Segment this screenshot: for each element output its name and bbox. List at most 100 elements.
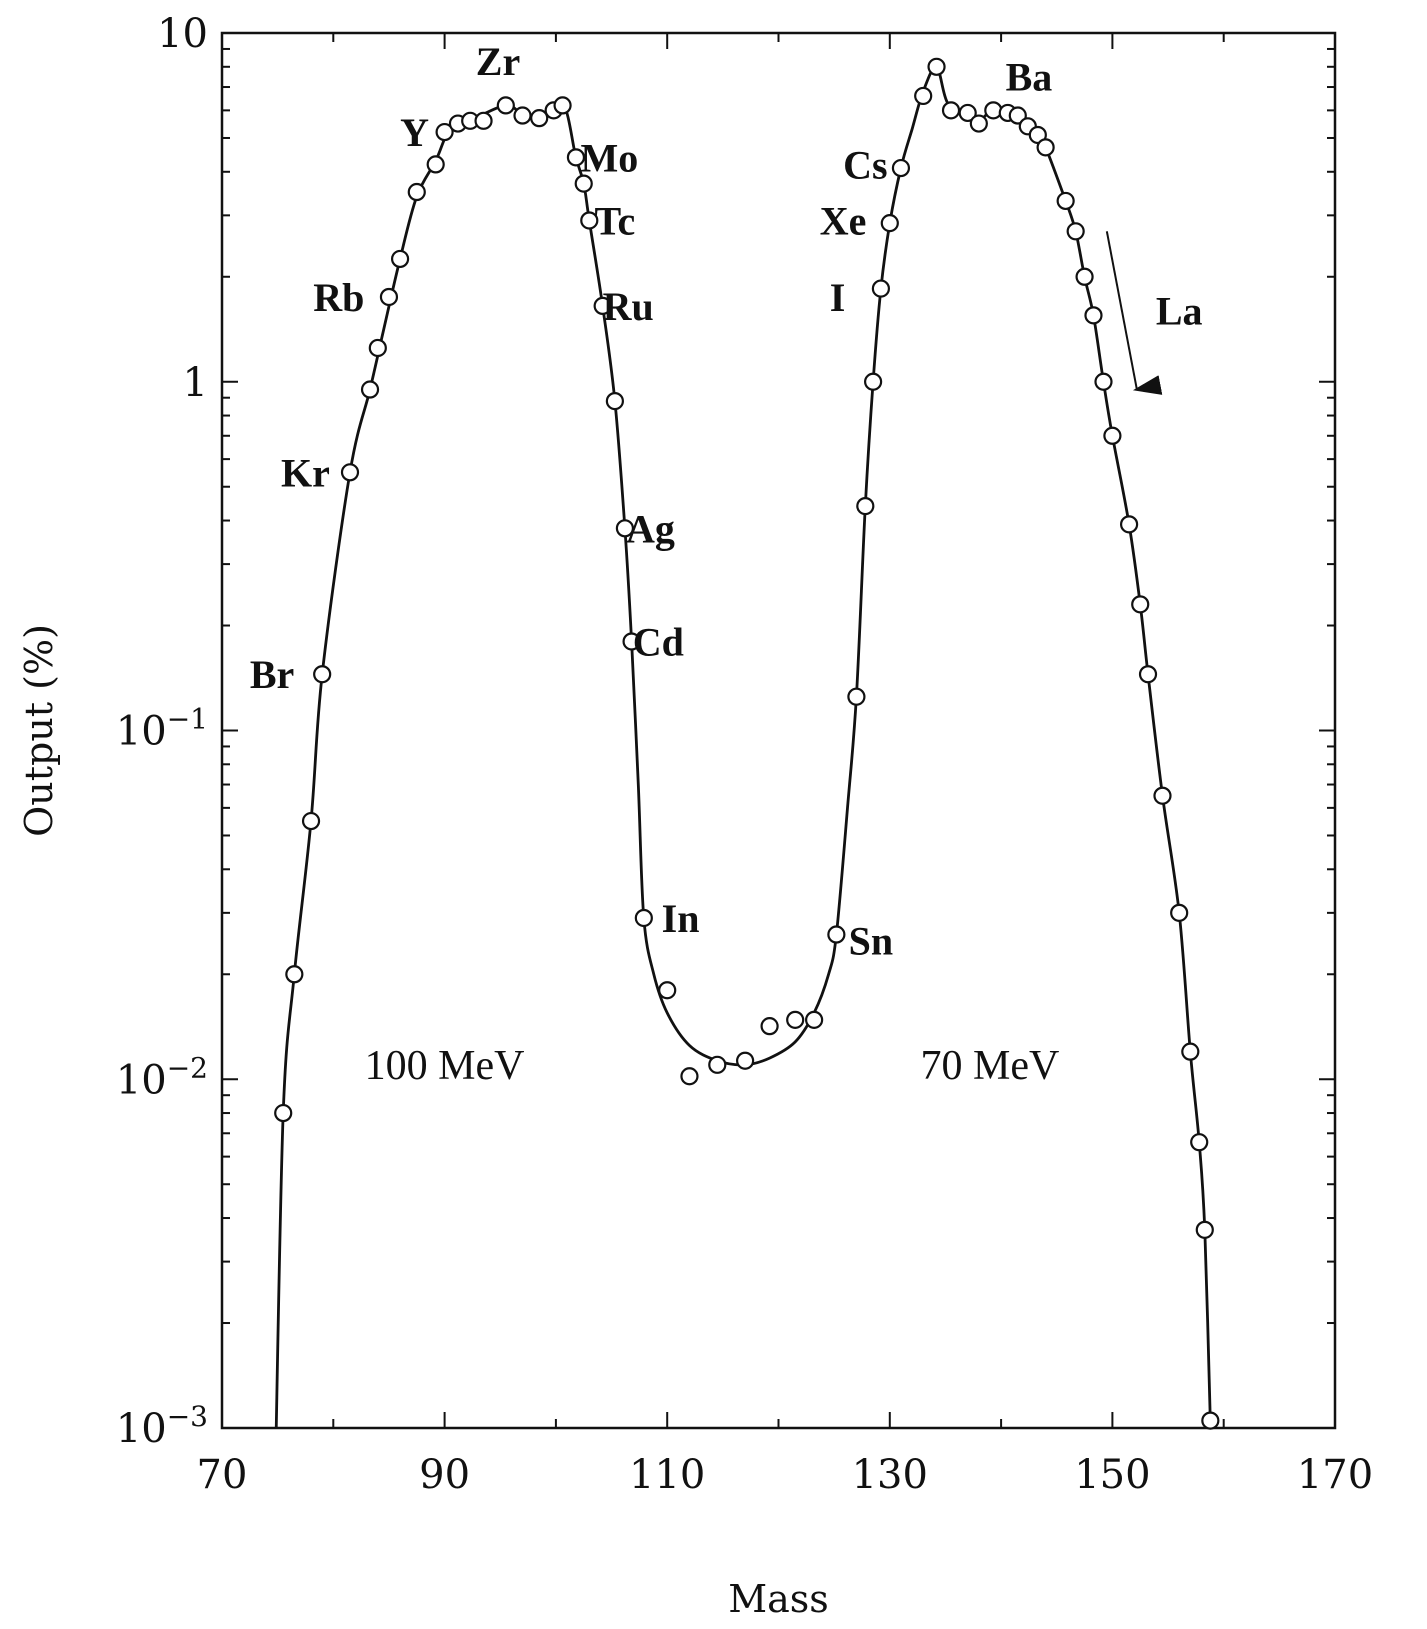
y-axis: 10 1 10−1 10−2 10−3 — [116, 11, 1335, 1452]
data-point — [958, 103, 977, 123]
data-point — [474, 111, 493, 130]
data-point — [1138, 665, 1158, 684]
data-point — [426, 155, 445, 174]
data-points-layer — [274, 57, 1220, 1430]
data-point — [530, 109, 549, 128]
data-point — [1195, 1220, 1214, 1239]
data-point — [1170, 903, 1189, 922]
data-point — [513, 106, 532, 125]
plot-area — [220, 31, 1337, 1430]
data-point — [1153, 786, 1172, 805]
data-point — [615, 519, 635, 538]
element-label: Rb — [313, 275, 364, 320]
data-point — [435, 122, 454, 142]
element-labels: Br Kr Rb Y Zr Mo Tc Ru Ag Cd In Sn I Xe Cs Ba La 100 MeV 7… — [250, 39, 1203, 1089]
x-tick-label: 70 — [197, 1452, 248, 1498]
x-axis-title: Mass — [728, 1577, 829, 1621]
data-point — [927, 57, 946, 76]
data-point — [891, 158, 911, 178]
data-point — [984, 101, 1003, 120]
data-point — [313, 665, 332, 684]
la-arrow — [1105, 231, 1163, 395]
element-label: Kr — [281, 450, 330, 495]
data-point — [390, 249, 410, 269]
data-point — [1181, 1042, 1200, 1061]
element-label: Zr — [476, 39, 520, 84]
data-point — [605, 392, 624, 411]
element-label: Tc — [595, 198, 636, 243]
element-label: Mo — [580, 135, 638, 180]
data-point — [360, 380, 380, 399]
data-point — [736, 1051, 755, 1070]
data-point — [941, 101, 961, 120]
data-point — [340, 463, 360, 482]
data-point — [680, 1067, 699, 1086]
data-point — [1190, 1133, 1209, 1152]
y-tick-label: 10−3 — [116, 1400, 208, 1452]
data-point — [805, 1010, 824, 1029]
data-point — [1119, 515, 1139, 534]
data-point — [553, 96, 572, 115]
data-point — [634, 908, 653, 928]
data-point — [864, 372, 883, 391]
data-point — [622, 632, 641, 651]
data-point — [827, 925, 846, 944]
element-label: Ru — [603, 284, 654, 329]
element-label: Sn — [849, 918, 894, 963]
data-point — [1075, 267, 1094, 286]
y-tick-label: 10−2 — [116, 1051, 208, 1103]
data-point — [1201, 1411, 1220, 1430]
element-label: La — [1156, 289, 1203, 334]
element-label: Y — [400, 110, 429, 155]
data-point — [574, 174, 593, 193]
data-point — [847, 687, 866, 706]
data-point — [1056, 191, 1075, 211]
data-point — [580, 211, 599, 230]
element-label: Cd — [633, 619, 684, 664]
element-label: Cs — [843, 142, 887, 187]
element-label: Ba — [1006, 55, 1053, 100]
plot-frame — [220, 31, 1337, 1430]
data-point — [1066, 222, 1085, 241]
element-label: In — [662, 896, 700, 941]
x-tick-label: 170 — [1297, 1452, 1373, 1498]
data-point — [969, 114, 988, 133]
data-point — [880, 214, 899, 233]
data-point — [285, 965, 304, 984]
y-tick-label: 10−1 — [116, 703, 208, 755]
data-point — [914, 86, 933, 106]
element-label: Xe — [820, 198, 867, 243]
data-point — [1084, 306, 1103, 325]
data-point — [368, 338, 387, 358]
data-point — [407, 182, 426, 202]
data-point — [708, 1055, 727, 1074]
data-point — [871, 279, 890, 298]
data-point — [786, 1010, 805, 1029]
data-point — [856, 496, 875, 516]
data-point — [1036, 138, 1055, 157]
element-label: Ag — [626, 506, 675, 551]
data-point — [658, 981, 677, 1000]
fitted-curve-layer — [274, 65, 1212, 1428]
element-label: Br — [250, 652, 294, 697]
x-tick-label: 110 — [629, 1452, 705, 1498]
energy-label: 100 MeV — [365, 1043, 525, 1089]
element-label: I — [830, 275, 846, 320]
data-point — [496, 96, 515, 115]
x-axis: 70 90 110 130 150 170 — [197, 33, 1373, 1498]
y-axis-title: Output (%) — [17, 624, 61, 837]
data-point — [1094, 372, 1113, 391]
data-point — [301, 811, 321, 831]
data-point — [593, 296, 612, 316]
yield-curve — [274, 65, 1212, 1428]
y-tick-label: 10 — [157, 11, 208, 57]
x-tick-label: 150 — [1074, 1452, 1150, 1498]
x-tick-label: 130 — [852, 1452, 928, 1498]
energy-label: 70 MeV — [921, 1043, 1060, 1089]
y-tick-label: 1 — [183, 360, 208, 406]
data-point — [760, 1017, 779, 1036]
data-point — [1131, 595, 1150, 614]
x-tick-label: 90 — [419, 1452, 470, 1498]
data-point — [274, 1103, 293, 1123]
